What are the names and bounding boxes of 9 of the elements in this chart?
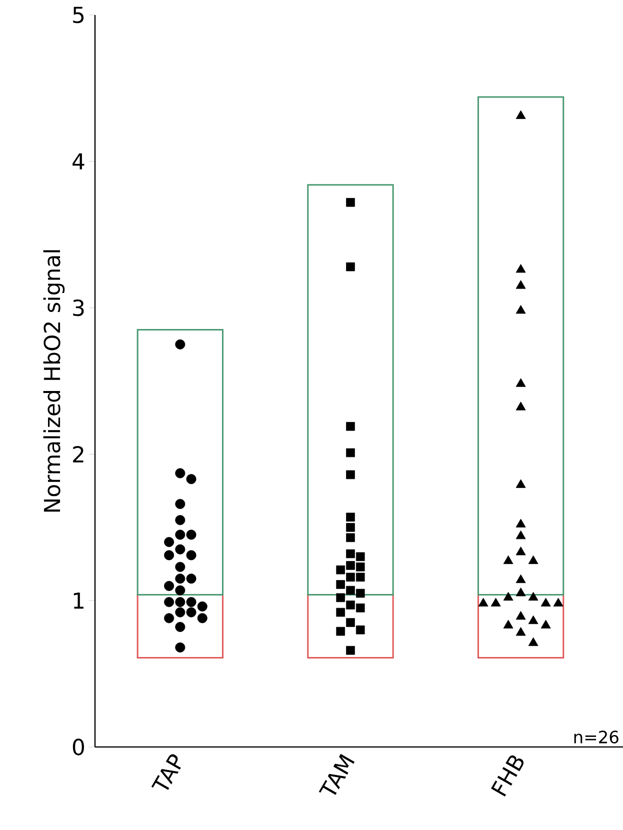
y-tick-label: 4 [72,153,84,170]
y-tick-label: 2 [73,446,84,462]
y-tick-label: 5 [73,6,84,24]
annotation: n=26 [574,730,618,744]
y-tick-label: 0 [72,738,84,756]
y-axis-title: Normalized HbO2 signal [43,250,65,512]
y-tick-label: 1 [74,592,84,609]
y-tick-label: 3 [73,299,84,316]
x-tick-label: TAP [151,754,181,790]
